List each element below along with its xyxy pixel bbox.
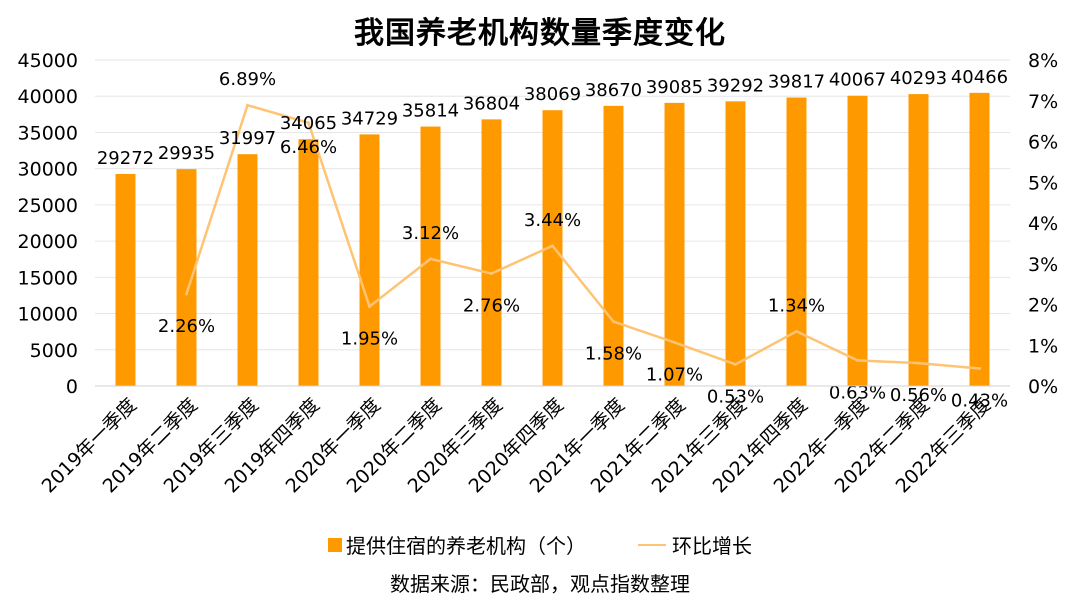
bar bbox=[664, 102, 685, 386]
growth-point bbox=[429, 257, 432, 261]
growth-line bbox=[185, 103, 980, 370]
growth-point bbox=[246, 103, 249, 107]
growth-point bbox=[917, 361, 920, 365]
legend: 提供住宿的养老机构（个） 环比增长 bbox=[0, 530, 1080, 559]
source-note: 数据来源：民政部，观点指数整理 bbox=[390, 572, 690, 596]
y-left-tick-label: 30000 bbox=[18, 159, 78, 181]
bar-data-label: 29935 bbox=[158, 143, 215, 164]
growth-data-label: 6.46% bbox=[280, 137, 337, 158]
growth-data-label: 0.53% bbox=[707, 386, 764, 407]
growth-point bbox=[734, 362, 737, 366]
growth-point bbox=[307, 121, 310, 125]
y-left-tick-label: 45000 bbox=[18, 50, 78, 72]
growth-data-label: 2.26% bbox=[158, 316, 215, 337]
y-right-tick-label: 0% bbox=[1028, 376, 1058, 398]
bar-data-label: 39085 bbox=[646, 77, 703, 98]
bar bbox=[847, 95, 868, 386]
legend-bar-swatch bbox=[328, 537, 342, 552]
legend-item-line: 环比增长 bbox=[638, 530, 752, 559]
y-right-tick-label: 4% bbox=[1028, 213, 1058, 235]
y-left-tick-label: 25000 bbox=[18, 195, 78, 217]
y-left-tick-label: 40000 bbox=[18, 86, 78, 108]
y-left-tick-label: 35000 bbox=[18, 122, 78, 144]
bar-data-label: 39817 bbox=[768, 72, 825, 93]
bar-data-label: 38069 bbox=[524, 84, 581, 105]
y-right-tick-label: 7% bbox=[1028, 91, 1058, 113]
y-right-tick-label: 1% bbox=[1028, 335, 1058, 357]
bar-data-label: 40293 bbox=[890, 68, 947, 89]
growth-point bbox=[978, 366, 981, 370]
chart-title: 我国养老机构数量季度变化 bbox=[354, 16, 726, 51]
bar bbox=[481, 119, 502, 387]
y-right-tick-label: 2% bbox=[1028, 295, 1058, 317]
y-right-tick-label: 8% bbox=[1028, 50, 1058, 72]
bar bbox=[359, 134, 380, 386]
growth-data-label: 1.95% bbox=[341, 329, 398, 350]
y-left-tick-label: 15000 bbox=[18, 267, 78, 289]
bar bbox=[420, 126, 441, 386]
line-series bbox=[185, 103, 981, 370]
bar-data-label: 34729 bbox=[341, 108, 398, 129]
y-right-tick-label: 5% bbox=[1028, 172, 1058, 194]
axes: 0 5000 10000 15000 20000 25000 30000 35000 40000… bbox=[18, 50, 1059, 497]
bar bbox=[298, 139, 319, 386]
legend-line-swatch bbox=[638, 543, 666, 546]
legend-bar-label: 提供住宿的养老机构（个） bbox=[346, 534, 586, 558]
bar-data-label: 36804 bbox=[463, 93, 520, 114]
y-right-tick-label: 6% bbox=[1028, 132, 1058, 154]
bar-data-label: 29272 bbox=[97, 148, 154, 169]
bar bbox=[786, 97, 807, 386]
growth-point bbox=[490, 272, 493, 276]
bar bbox=[725, 101, 746, 386]
growth-point bbox=[551, 244, 554, 248]
bar-series bbox=[115, 92, 990, 387]
growth-data-label: 1.07% bbox=[646, 364, 703, 385]
y-left-tick-label: 5000 bbox=[30, 340, 78, 362]
growth-data-label: 0.43% bbox=[951, 390, 1008, 411]
growth-point bbox=[856, 358, 859, 362]
bar-data-label: 34065 bbox=[280, 113, 337, 134]
bar-data-label: 39292 bbox=[707, 75, 764, 96]
bar bbox=[908, 94, 929, 386]
bar bbox=[542, 110, 563, 386]
growth-data-label: 0.56% bbox=[890, 385, 947, 406]
bar-data-label: 31997 bbox=[219, 128, 276, 149]
growth-data-label: 3.44% bbox=[524, 210, 581, 231]
legend-line-label: 环比增长 bbox=[672, 534, 752, 558]
bar bbox=[176, 169, 197, 386]
bar-data-label: 40067 bbox=[829, 70, 886, 91]
growth-data-label: 1.34% bbox=[768, 295, 825, 316]
growth-data-label: 0.63% bbox=[829, 382, 886, 403]
growth-point bbox=[673, 340, 676, 344]
bar-data-label: 40466 bbox=[951, 67, 1008, 88]
y-left-tick-label: 10000 bbox=[18, 304, 78, 326]
growth-data-label: 6.89% bbox=[219, 69, 276, 90]
bar bbox=[237, 154, 258, 386]
growth-data-label: 3.12% bbox=[402, 223, 459, 244]
bar-data-label: 35814 bbox=[402, 101, 459, 122]
growth-data-label: 2.76% bbox=[463, 296, 520, 317]
y-right-tick-label: 3% bbox=[1028, 254, 1058, 276]
y-left-tick-label: 20000 bbox=[18, 231, 78, 253]
y-left-tick-label: 0 bbox=[66, 376, 78, 398]
bar-data-label: 38670 bbox=[585, 80, 642, 101]
growth-point bbox=[185, 292, 188, 296]
bar bbox=[115, 173, 136, 386]
growth-point bbox=[612, 320, 615, 324]
growth-data-label: 1.58% bbox=[585, 344, 642, 365]
growth-point bbox=[368, 305, 371, 309]
legend-item-bar: 提供住宿的养老机构（个） bbox=[328, 530, 586, 559]
growth-point bbox=[795, 329, 798, 333]
bar bbox=[969, 92, 990, 386]
